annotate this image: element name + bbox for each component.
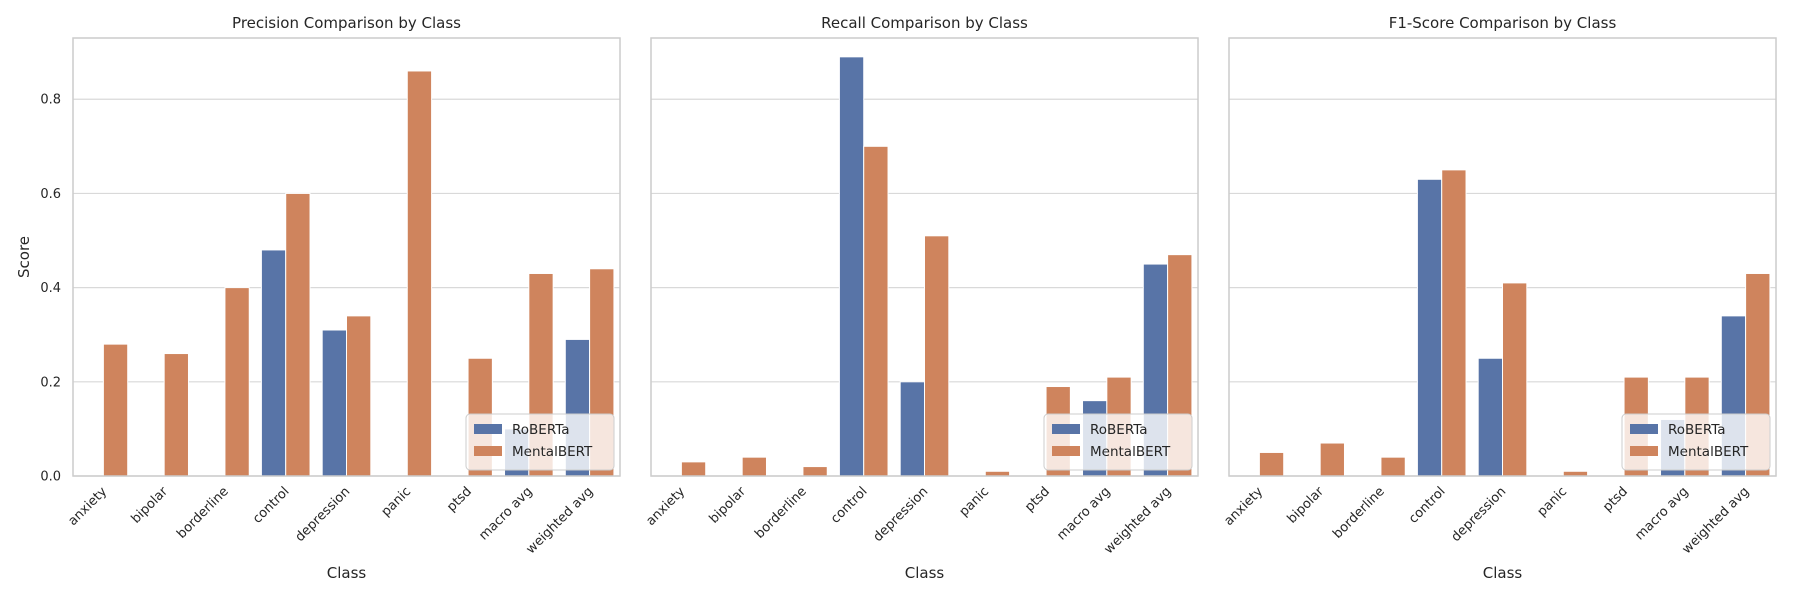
bar-roberta-control	[1416, 178, 1443, 477]
bar-mentalbert-control	[863, 145, 889, 477]
legend-swatch-mentalbert	[1052, 446, 1080, 456]
x-tick-label: borderline	[1330, 484, 1388, 542]
legend-swatch-roberta	[1052, 424, 1080, 434]
bar-mentalbert-depression	[924, 235, 950, 477]
y-tick-label: 0.8	[40, 93, 61, 108]
x-tick-label: borderline	[752, 484, 810, 542]
bar-roberta-depression	[1477, 357, 1503, 477]
bar-mentalbert-borderline	[802, 466, 828, 477]
x-tick-label: anxiety	[1221, 484, 1266, 529]
x-tick-label: ptsd	[1022, 484, 1053, 515]
legend: RoBERTa MentalBERT	[1621, 413, 1771, 471]
legend-swatch-roberta	[1630, 424, 1658, 434]
x-tick-label: anxiety	[643, 484, 688, 529]
legend-label-roberta: RoBERTa	[1668, 422, 1726, 438]
bar-mentalbert-borderline	[224, 287, 250, 477]
chart-panel-2: Recall Comparison by Class anxiety bipolar…	[643, 14, 1199, 582]
bar-mentalbert-anxiety	[102, 343, 129, 477]
x-tick-label: control	[1406, 484, 1448, 526]
y-tick-label: 0.0	[40, 470, 61, 485]
chart-title: Recall Comparison by Class	[821, 14, 1028, 32]
bar-mentalbert-anxiety	[680, 461, 707, 477]
bar-mentalbert-bipolar	[1319, 442, 1345, 477]
legend-swatch-roberta	[474, 424, 502, 434]
x-tick-label: ptsd	[1600, 484, 1631, 515]
legend-swatch-mentalbert	[1630, 446, 1658, 456]
y-axis-label: Score	[15, 236, 33, 278]
x-tick-label: panic	[957, 484, 993, 520]
legend-swatch-mentalbert	[474, 446, 502, 456]
y-tick-label: 0.4	[40, 281, 61, 296]
legend-box	[1621, 413, 1771, 471]
legend-label-roberta: RoBERTa	[1090, 422, 1148, 438]
x-axis-label: Class	[327, 564, 367, 582]
x-tick-label: bipolar	[129, 484, 172, 527]
legend-label-mentalbert: MentalBERT	[1668, 444, 1749, 460]
bar-mentalbert-bipolar	[163, 353, 189, 477]
x-tick-label: macro avg	[476, 484, 535, 543]
chart-title: F1-Score Comparison by Class	[1389, 14, 1617, 32]
plot-frame	[72, 37, 621, 477]
x-axis-label: Class	[905, 564, 945, 582]
bar-mentalbert-bipolar	[741, 456, 767, 477]
bar-mentalbert-borderline	[1380, 456, 1406, 477]
x-tick-label: macro avg	[1054, 484, 1113, 543]
x-tick-label: panic	[1535, 484, 1571, 520]
bar-roberta-control	[838, 56, 865, 477]
x-tick-label: panic	[379, 484, 415, 520]
bar-roberta-control	[260, 249, 287, 477]
bar-mentalbert-panic	[406, 70, 433, 477]
x-tick-label: control	[828, 484, 870, 526]
chart-title: Precision Comparison by Class	[232, 14, 461, 32]
bar-mentalbert-control	[1441, 169, 1467, 477]
x-tick-label: bipolar	[1285, 484, 1328, 527]
plot-frame	[650, 37, 1199, 477]
x-tick-label: ptsd	[444, 484, 475, 515]
y-tick-label: 0.2	[40, 375, 61, 390]
legend-label-mentalbert: MentalBERT	[512, 444, 593, 460]
legend-box	[465, 413, 615, 471]
legend-label-mentalbert: MentalBERT	[1090, 444, 1171, 460]
y-tick-label: 0.6	[40, 187, 61, 202]
bar-mentalbert-depression	[1502, 282, 1528, 477]
chart-panel-1: Precision Comparison by Class 0.0 0.2 0.4 0.…	[15, 14, 621, 582]
bar-mentalbert-depression	[346, 315, 372, 477]
x-tick-label: depression	[1449, 484, 1510, 545]
plot-frame	[1228, 37, 1777, 477]
x-tick-label: bipolar	[707, 484, 750, 527]
x-tick-label: depression	[871, 484, 932, 545]
legend-box	[1043, 413, 1193, 471]
x-tick-label: macro avg	[1632, 484, 1691, 543]
bar-mentalbert-anxiety	[1258, 451, 1285, 477]
x-tick-label: anxiety	[65, 484, 110, 529]
legend: RoBERTa MentalBERT	[1043, 413, 1193, 471]
x-tick-label: control	[250, 484, 292, 526]
bar-roberta-depression	[899, 381, 926, 477]
legend: RoBERTa MentalBERT	[465, 413, 615, 471]
x-tick-label: borderline	[174, 484, 232, 542]
bar-mentalbert-control	[285, 192, 311, 477]
bar-roberta-depression	[321, 329, 348, 477]
x-axis-label: Class	[1483, 564, 1523, 582]
x-tick-label: depression	[293, 484, 354, 545]
chart-panel-3: F1-Score Comparison by Class anxiety bipol…	[1221, 14, 1777, 582]
legend-label-roberta: RoBERTa	[512, 422, 570, 438]
